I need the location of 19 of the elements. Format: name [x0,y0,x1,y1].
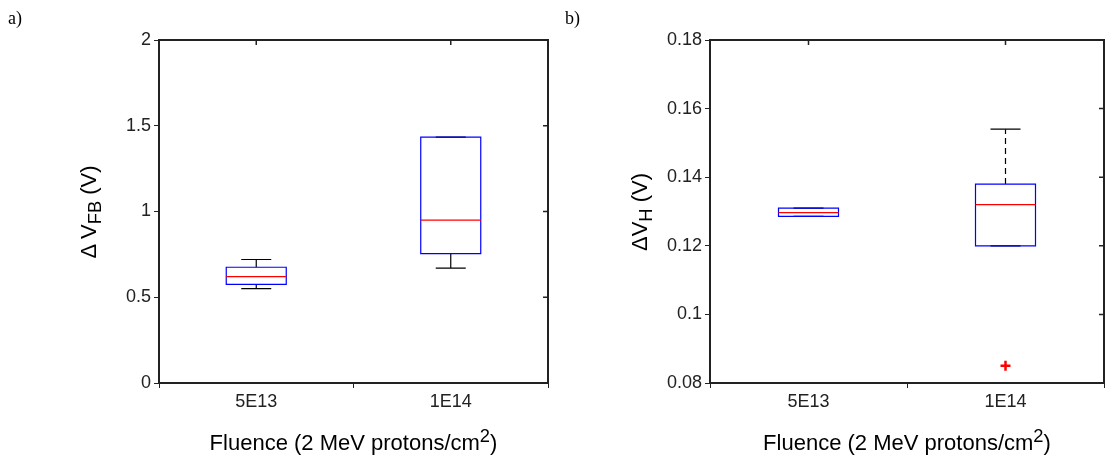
x-tick-label: 1E14 [984,390,1027,411]
y-tick-label: 0.08 [666,371,702,392]
x-tick-label: 1E14 [429,390,472,411]
y-tick-label: 0.12 [666,234,702,255]
y-tick-label: 0.1 [676,303,702,324]
y-tick-label: 0 [140,371,151,392]
text: b) [565,8,580,29]
y-tick-label: 0.5 [125,286,151,307]
x-axis-title: Fluence (2 MeV protons/cm$^{2}$) [763,425,1051,457]
y-tick-label: 0.14 [666,166,702,187]
x-tick-label: 5E13 [235,390,278,411]
text: a) [8,8,22,29]
y-tick-label: 0.18 [666,28,702,49]
y-tick-label: 2 [140,28,151,49]
y-tick-label: 1.5 [125,114,151,135]
x-axis-title: Fluence (2 MeV protons/cm$^{2}$) [209,425,498,457]
y-tick-label: 1 [140,200,151,221]
y-tick-label: 0.16 [666,97,702,118]
x-tick-label: 5E13 [787,390,830,411]
